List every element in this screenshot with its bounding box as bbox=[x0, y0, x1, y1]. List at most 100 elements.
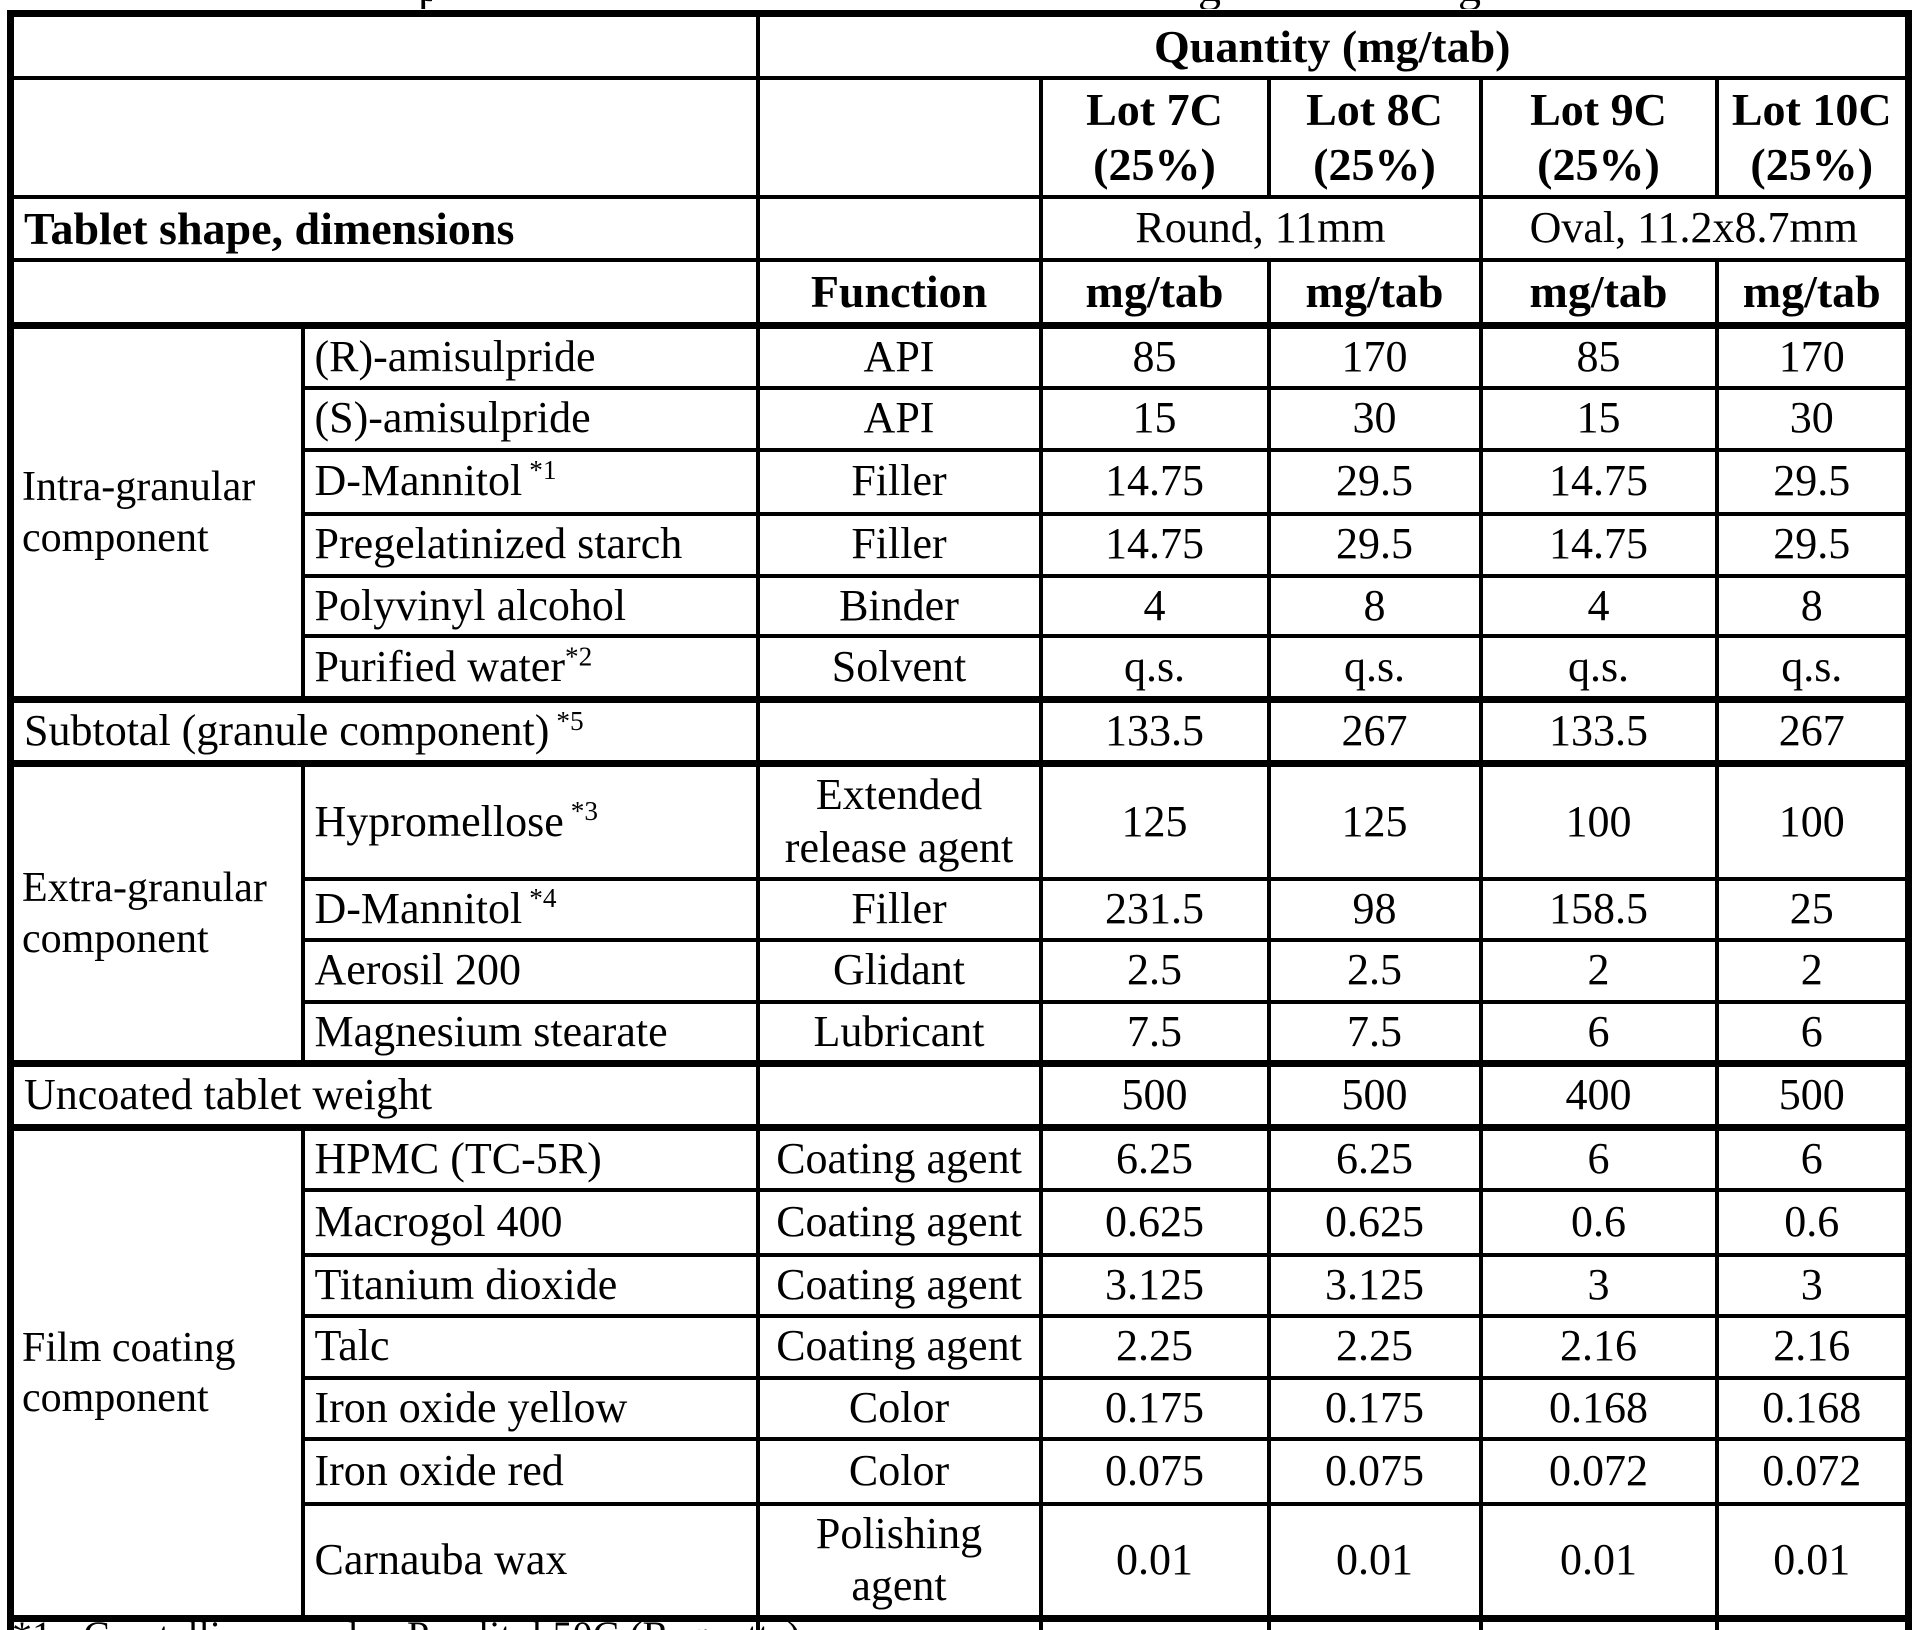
ingredient-name: Iron oxide yellow bbox=[300, 1375, 760, 1441]
value-cell: 170 bbox=[1266, 321, 1483, 390]
value-cell: 8 bbox=[1266, 573, 1483, 639]
row-s-amisulpride: (S)-amisulpride API 15 30 15 30 bbox=[11, 385, 1911, 452]
lot-7c-header: Lot 7C (25%) bbox=[1038, 76, 1271, 199]
row-magnesium-stearate: Magnesium stearate Lubricant 7.5 7.5 6 6 bbox=[11, 999, 1911, 1066]
value-cell: 30 bbox=[1266, 385, 1483, 452]
ingredient-name: Carnauba wax bbox=[300, 1501, 760, 1621]
value-cell: 2 bbox=[1478, 937, 1719, 1004]
footnote-marker: *4 bbox=[529, 883, 557, 914]
row-macrogol: Macrogol 400 Coating agent 0.625 0.625 0… bbox=[11, 1187, 1911, 1257]
row-iron-oxide-red: Iron oxide red Color 0.075 0.075 0.072 0… bbox=[11, 1436, 1911, 1506]
value-cell: 2.16 bbox=[1714, 1313, 1911, 1380]
value-cell: 25 bbox=[1714, 876, 1911, 942]
ingredient-name: Polyvinyl alcohol bbox=[300, 573, 760, 639]
value-cell: 15 bbox=[1478, 385, 1719, 452]
value-cell: 412.01 bbox=[1478, 1615, 1719, 1630]
function-cell: Coating agent bbox=[755, 1187, 1043, 1257]
lot-strength: (25%) bbox=[1093, 139, 1216, 191]
value-cell: 15 bbox=[1038, 385, 1271, 452]
value-cell: 100 bbox=[1714, 760, 1911, 881]
value-cell: 0.168 bbox=[1714, 1375, 1911, 1441]
footnote-marker: *5 bbox=[556, 705, 584, 736]
lot-name: Lot 9C bbox=[1530, 84, 1667, 136]
tablet-shape-row: Tablet shape, dimensions Round, 11mm Ova… bbox=[8, 194, 1911, 262]
value-cell: 8 bbox=[1714, 573, 1911, 639]
ingredient-name: D-Mannitol *1 bbox=[300, 447, 760, 516]
function-cell: Extended release agent bbox=[755, 760, 1043, 881]
empty-cell bbox=[755, 1615, 1043, 1630]
row-r-amisulpride: Intra-granular component (R)-amisulpride… bbox=[8, 321, 1911, 702]
value-cell: 6.25 bbox=[1266, 1124, 1483, 1192]
ingredient-name: Purified water*2 bbox=[300, 634, 760, 702]
value-cell: 85 bbox=[1038, 321, 1271, 390]
row-iron-oxide-yellow: Iron oxide yellow Color 0.175 0.175 0.16… bbox=[11, 1375, 1911, 1441]
function-header: Function bbox=[755, 257, 1043, 328]
ingredient-name: Hypromellose *3 bbox=[300, 760, 760, 881]
function-cell: Filler bbox=[755, 876, 1043, 942]
empty-cell bbox=[755, 76, 1043, 199]
function-cell: API bbox=[755, 385, 1043, 452]
quantity-header: Quantity (mg/tab) bbox=[755, 11, 1911, 81]
ingredient-name: HPMC (TC-5R) bbox=[300, 1124, 760, 1192]
value-cell: 267 bbox=[1266, 696, 1483, 766]
value-cell: 2.16 bbox=[1478, 1313, 1719, 1380]
unit-header: mg/tab bbox=[1266, 257, 1483, 328]
value-cell: 14.75 bbox=[1478, 447, 1719, 516]
ingredient-name: (S)-amisulpride bbox=[300, 385, 760, 452]
value-cell: q.s. bbox=[1038, 634, 1271, 702]
lot-strength: (25%) bbox=[1750, 139, 1874, 191]
value-cell: 6 bbox=[1478, 1124, 1719, 1192]
value-cell: 0.01 bbox=[1266, 1501, 1483, 1621]
row-hpmc: Film coating component HPMC (TC-5R) Coat… bbox=[8, 1124, 1911, 1621]
value-cell: 2.25 bbox=[1038, 1313, 1271, 1380]
row-subtotal: Subtotal (granule component) *5 133.5 267… bbox=[8, 696, 1911, 766]
shape-oval-cell: Oval, 11.2x8.7mm bbox=[1478, 194, 1911, 262]
value-cell: 14.75 bbox=[1038, 447, 1271, 516]
value-cell: 0.01 bbox=[1478, 1501, 1719, 1621]
row-purified-water: Purified water*2 Solvent q.s. q.s. q.s. … bbox=[11, 634, 1911, 702]
value-cell: 2.5 bbox=[1266, 937, 1483, 1004]
value-cell: 6 bbox=[1478, 999, 1719, 1066]
lot-10c-header: Lot 10C (25%) bbox=[1714, 76, 1911, 199]
lot-name: Lot 8C bbox=[1306, 84, 1443, 136]
value-cell: 30 bbox=[1714, 385, 1911, 452]
ingredient-name: (R)-amisulpride bbox=[300, 321, 760, 390]
value-cell: 0.625 bbox=[1266, 1187, 1483, 1257]
value-cell: 2.25 bbox=[1266, 1313, 1483, 1380]
value-cell: 400 bbox=[1478, 1060, 1719, 1130]
value-cell: 2.5 bbox=[1038, 937, 1271, 1004]
value-cell: 170 bbox=[1714, 321, 1911, 390]
lot-8c-header: Lot 8C (25%) bbox=[1266, 76, 1483, 199]
function-cell: Glidant bbox=[755, 937, 1043, 1004]
function-cell: Filler bbox=[755, 511, 1043, 578]
row-titanium-dioxide: Titanium dioxide Coating agent 3.125 3.1… bbox=[11, 1252, 1911, 1318]
uncoated-weight-label: Uncoated tablet weight bbox=[8, 1060, 760, 1130]
quantity-header-row: Quantity (mg/tab) bbox=[8, 11, 1911, 81]
function-cell: Color bbox=[755, 1375, 1043, 1441]
function-cell: Filler bbox=[755, 447, 1043, 516]
value-cell: 512.51 bbox=[1038, 1615, 1271, 1630]
footnote-1: *1 : Crystalline powder, Pearlitol 50C (… bbox=[12, 1612, 800, 1630]
total-weight-label: Total film-coated tablet weight (mg) bbox=[8, 1615, 760, 1630]
shape-round-cell: Round, 11mm bbox=[1038, 194, 1483, 262]
function-cell: Lubricant bbox=[755, 999, 1043, 1066]
value-cell: 6 bbox=[1714, 1124, 1911, 1192]
footnote-marker: *1 bbox=[529, 455, 557, 486]
value-cell: 29.5 bbox=[1266, 511, 1483, 578]
value-cell: 0.075 bbox=[1038, 1436, 1271, 1506]
value-cell: 85 bbox=[1478, 321, 1719, 390]
value-cell: 0.6 bbox=[1714, 1187, 1911, 1257]
value-cell: 4 bbox=[1478, 573, 1719, 639]
lot-9c-header: Lot 9C (25%) bbox=[1478, 76, 1719, 199]
value-cell: 0.01 bbox=[1038, 1501, 1271, 1621]
value-cell: q.s. bbox=[1714, 634, 1911, 702]
function-cell: Coating agent bbox=[755, 1252, 1043, 1318]
value-cell: 0.168 bbox=[1478, 1375, 1719, 1441]
row-pregelatinized-starch: Pregelatinized starch Filler 14.75 29.5 … bbox=[11, 511, 1911, 578]
ingredient-name: Iron oxide red bbox=[300, 1436, 760, 1506]
value-cell: q.s. bbox=[1478, 634, 1719, 702]
row-talc: Talc Coating agent 2.25 2.25 2.16 2.16 bbox=[11, 1313, 1911, 1380]
value-cell: 512.51 bbox=[1266, 1615, 1483, 1630]
tablet-shape-label: Tablet shape, dimensions bbox=[8, 194, 760, 262]
